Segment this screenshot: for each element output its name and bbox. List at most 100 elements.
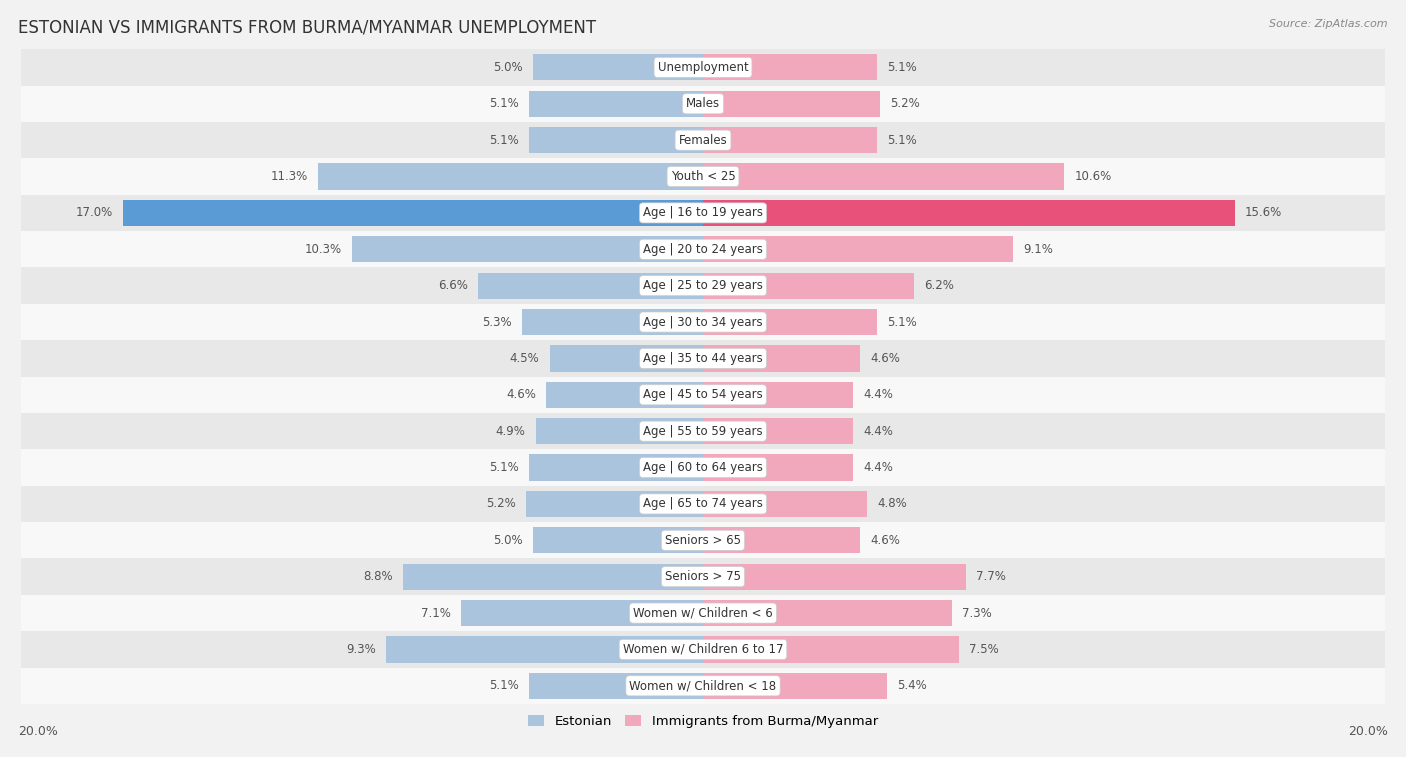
Bar	[21, 522, 1385, 559]
Text: 9.3%: 9.3%	[346, 643, 375, 656]
Legend: Estonian, Immigrants from Burma/Myanmar: Estonian, Immigrants from Burma/Myanmar	[523, 710, 883, 734]
Text: 5.4%: 5.4%	[897, 679, 927, 693]
Text: 20.0%: 20.0%	[1348, 725, 1388, 738]
Text: Females: Females	[679, 134, 727, 147]
Text: 4.4%: 4.4%	[863, 461, 893, 474]
Bar	[703, 491, 866, 517]
Bar	[21, 231, 1385, 267]
Text: 7.7%: 7.7%	[976, 570, 1005, 583]
Text: 4.6%: 4.6%	[870, 352, 900, 365]
Text: 8.8%: 8.8%	[363, 570, 392, 583]
Text: 9.1%: 9.1%	[1024, 243, 1053, 256]
Bar	[529, 454, 703, 481]
Text: Males: Males	[686, 97, 720, 111]
Bar	[703, 527, 860, 553]
Bar	[703, 200, 1234, 226]
Text: 5.2%: 5.2%	[890, 97, 921, 111]
Bar	[21, 49, 1385, 86]
Bar	[703, 55, 877, 80]
Bar	[529, 673, 703, 699]
Bar	[21, 486, 1385, 522]
Text: Women w/ Children 6 to 17: Women w/ Children 6 to 17	[623, 643, 783, 656]
Bar	[703, 127, 877, 153]
Bar	[21, 340, 1385, 376]
Text: 17.0%: 17.0%	[76, 207, 112, 220]
Text: Estonian: Estonian	[21, 708, 82, 721]
Bar	[461, 600, 703, 626]
Text: Age | 35 to 44 years: Age | 35 to 44 years	[643, 352, 763, 365]
Bar	[529, 91, 703, 117]
Bar	[318, 164, 703, 189]
Text: Age | 60 to 64 years: Age | 60 to 64 years	[643, 461, 763, 474]
Text: 20.0%: 20.0%	[18, 725, 58, 738]
Bar	[21, 267, 1385, 304]
Text: 5.1%: 5.1%	[489, 461, 519, 474]
Bar	[546, 382, 703, 408]
Bar	[21, 376, 1385, 413]
Bar	[550, 345, 703, 372]
Text: 5.2%: 5.2%	[485, 497, 516, 510]
Text: 7.1%: 7.1%	[420, 606, 451, 619]
Bar	[703, 164, 1064, 189]
Text: Age | 16 to 19 years: Age | 16 to 19 years	[643, 207, 763, 220]
Text: 5.1%: 5.1%	[489, 679, 519, 693]
Text: 7.5%: 7.5%	[969, 643, 998, 656]
Bar	[536, 418, 703, 444]
Bar	[21, 668, 1385, 704]
Bar	[703, 600, 952, 626]
Text: 11.3%: 11.3%	[270, 170, 308, 183]
Text: Age | 30 to 34 years: Age | 30 to 34 years	[643, 316, 763, 329]
Text: Seniors > 65: Seniors > 65	[665, 534, 741, 547]
Bar	[21, 450, 1385, 486]
Text: ESTONIAN VS IMMIGRANTS FROM BURMA/MYANMAR UNEMPLOYMENT: ESTONIAN VS IMMIGRANTS FROM BURMA/MYANMA…	[18, 19, 596, 37]
Bar	[21, 158, 1385, 195]
Text: Women w/ Children < 6: Women w/ Children < 6	[633, 606, 773, 619]
Text: 15.6%: 15.6%	[1246, 207, 1282, 220]
Text: Women w/ Children < 18: Women w/ Children < 18	[630, 679, 776, 693]
Text: Age | 45 to 54 years: Age | 45 to 54 years	[643, 388, 763, 401]
Bar	[533, 527, 703, 553]
Bar	[529, 127, 703, 153]
Text: 7.3%: 7.3%	[962, 606, 991, 619]
Bar	[703, 273, 914, 299]
Text: 10.3%: 10.3%	[305, 243, 342, 256]
Bar	[533, 55, 703, 80]
Text: Age | 55 to 59 years: Age | 55 to 59 years	[643, 425, 763, 438]
Text: 6.6%: 6.6%	[437, 279, 468, 292]
Text: 4.8%: 4.8%	[877, 497, 907, 510]
Bar	[703, 236, 1014, 263]
Bar	[21, 631, 1385, 668]
Text: Age | 20 to 24 years: Age | 20 to 24 years	[643, 243, 763, 256]
Text: 4.5%: 4.5%	[509, 352, 540, 365]
Text: 5.3%: 5.3%	[482, 316, 512, 329]
Text: Source: ZipAtlas.com: Source: ZipAtlas.com	[1270, 19, 1388, 29]
Text: 5.1%: 5.1%	[887, 134, 917, 147]
Bar	[703, 309, 877, 335]
Text: Unemployment: Unemployment	[658, 61, 748, 74]
Text: 4.4%: 4.4%	[863, 388, 893, 401]
Bar	[703, 673, 887, 699]
Text: 5.0%: 5.0%	[492, 534, 522, 547]
Bar	[21, 86, 1385, 122]
Text: 4.6%: 4.6%	[870, 534, 900, 547]
Bar	[703, 637, 959, 662]
Text: 4.9%: 4.9%	[496, 425, 526, 438]
Text: Age | 65 to 74 years: Age | 65 to 74 years	[643, 497, 763, 510]
Text: 4.6%: 4.6%	[506, 388, 536, 401]
Bar	[703, 454, 853, 481]
Bar	[21, 195, 1385, 231]
Bar	[478, 273, 703, 299]
Bar	[21, 559, 1385, 595]
Bar	[21, 304, 1385, 340]
Text: 6.2%: 6.2%	[925, 279, 955, 292]
Bar	[703, 91, 880, 117]
Bar	[124, 200, 703, 226]
Bar	[703, 345, 860, 372]
Bar	[703, 418, 853, 444]
Text: 10.6%: 10.6%	[1074, 170, 1112, 183]
Bar	[21, 595, 1385, 631]
Text: 5.1%: 5.1%	[887, 61, 917, 74]
Text: 5.0%: 5.0%	[492, 61, 522, 74]
Bar	[522, 309, 703, 335]
Bar	[404, 564, 703, 590]
